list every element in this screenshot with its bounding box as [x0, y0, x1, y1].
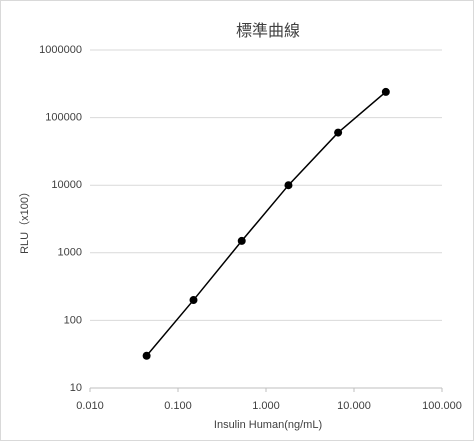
data-point: [381, 87, 390, 96]
data-point: [284, 181, 293, 190]
x-tick-label: 1.000: [252, 400, 280, 412]
y-tick-label: 1000000: [39, 44, 82, 56]
y-tick-label: 10000: [51, 179, 82, 191]
x-tick-label: 100.000: [422, 400, 462, 412]
y-tick-label: 100: [64, 314, 82, 326]
y-tick-label: 10: [70, 382, 82, 394]
data-point: [237, 236, 246, 245]
x-axis-label: Insulin Human(ng/mL): [214, 419, 322, 431]
data-point: [189, 296, 198, 305]
y-tick-label: 100000: [45, 112, 82, 124]
x-tick-label: 0.100: [164, 400, 192, 412]
y-axis-label: RLU（x100）: [18, 186, 31, 254]
series-line: [146, 91, 387, 357]
data-point: [334, 128, 343, 137]
chart-title: 標準曲線: [236, 22, 300, 40]
data-point: [142, 351, 151, 360]
y-tick-label: 1000: [58, 247, 82, 259]
x-tick-label: 0.010: [76, 400, 104, 412]
x-tick-label: 10.000: [337, 400, 371, 412]
